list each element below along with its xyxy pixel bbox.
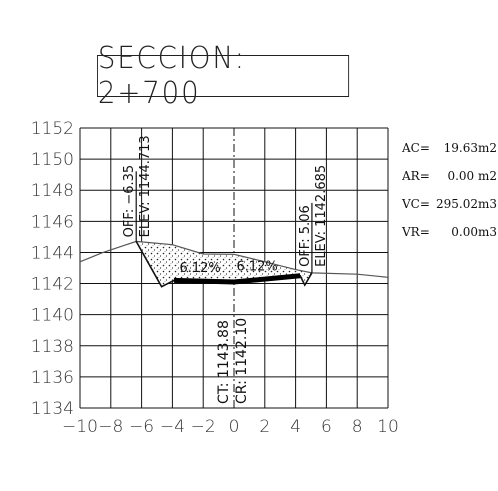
x-tick-label: 8	[352, 417, 363, 437]
cr-label: CR: 1142.10	[234, 318, 250, 404]
fill-area	[136, 241, 312, 287]
summary-key: AR=	[401, 169, 430, 183]
ct-label: CT: 1143.88	[216, 320, 232, 404]
summary-key: VC=	[401, 197, 430, 211]
summary-key: AC=	[401, 141, 430, 155]
x-tick-label: −4	[160, 417, 185, 437]
y-tick-label: 1148	[31, 181, 74, 201]
y-tick-label: 1146	[31, 212, 74, 232]
slope-left-label: 6.12%	[179, 261, 220, 276]
x-tick-label: 2	[259, 417, 270, 437]
axis-tick-labels: 1152 1150 1148 1146 1144 1142 1140 1138 1136 1134…	[31, 119, 399, 437]
summary-value: 19.63m2	[444, 141, 497, 155]
y-tick-label: 1140	[31, 306, 74, 326]
x-tick-label: 0	[229, 417, 240, 437]
summary-value: 295.02m3	[436, 197, 497, 211]
x-tick-label: −10	[62, 417, 98, 437]
summary-key: VR=	[401, 225, 430, 239]
right-off-label: OFF: 5.06	[298, 205, 313, 267]
profile-layer	[79, 171, 389, 288]
right-elev-label: ELEV: 1142.685	[314, 165, 329, 267]
slope-right-label: 6.12%	[236, 259, 277, 274]
volume-summary: AC= 19.63m2 AR= 0.00 m2 VC= 295.02m3 VR= 0.00m3	[401, 141, 497, 239]
annotation-labels: OFF: −6.35 ELEV: 1144.713 OFF: 5.06 ELEV: 1…	[122, 135, 329, 404]
summary-value: 0.00 m2	[447, 169, 497, 183]
y-tick-label: 1134	[31, 399, 74, 419]
y-tick-label: 1136	[31, 368, 74, 388]
x-tick-label: −8	[98, 417, 123, 437]
x-tick-label: 6	[321, 417, 332, 437]
left-off-label: OFF: −6.35	[122, 165, 137, 238]
x-tick-label: 10	[377, 417, 399, 437]
ground-profile-line	[79, 240, 389, 278]
y-tick-label: 1150	[31, 150, 74, 170]
y-tick-label: 1138	[31, 337, 74, 357]
y-tick-label: 1144	[31, 243, 74, 263]
x-tick-label: −2	[191, 417, 216, 437]
left-elev-label: ELEV: 1144.713	[138, 135, 153, 237]
x-tick-label: 4	[290, 417, 301, 437]
x-tick-label: −6	[129, 417, 154, 437]
y-tick-label: 1152	[31, 119, 74, 139]
y-tick-label: 1142	[31, 275, 74, 295]
pavement-layer	[173, 273, 301, 285]
summary-value: 0.00m3	[451, 225, 497, 239]
